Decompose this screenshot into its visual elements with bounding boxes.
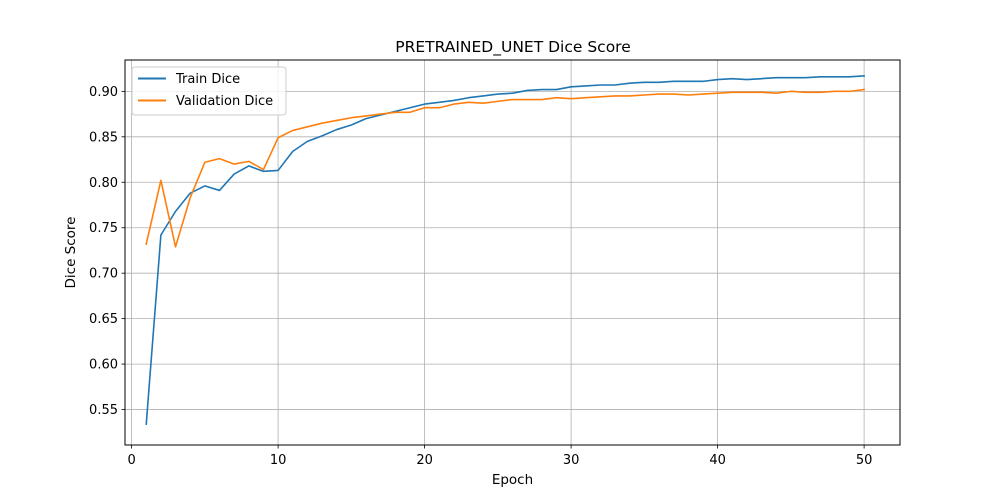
y-tick-label: 0.70 xyxy=(89,267,118,282)
y-tick-label: 0.85 xyxy=(89,130,118,145)
y-tick-label: 0.60 xyxy=(89,358,118,373)
y-tick-label: 0.80 xyxy=(89,176,118,191)
x-axis-ticks: 0 10 20 30 40 50 xyxy=(127,445,872,468)
x-tick-label: 0 xyxy=(127,453,135,468)
x-tick-label: 10 xyxy=(270,453,287,468)
x-tick-label: 20 xyxy=(416,453,433,468)
legend-label-validation: Validation Dice xyxy=(176,94,273,109)
x-tick-label: 40 xyxy=(709,453,726,468)
x-tick-label: 50 xyxy=(856,453,873,468)
legend: Train Dice Validation Dice xyxy=(131,66,287,116)
validation-dice-line xyxy=(145,88,866,248)
x-tick-label: 30 xyxy=(563,453,580,468)
plot-frame xyxy=(124,59,901,446)
grid-lines xyxy=(125,60,900,445)
y-axis-label: Dice Score xyxy=(63,217,79,289)
train-dice-line xyxy=(145,75,865,425)
x-axis-label: Epoch xyxy=(492,472,533,488)
legend-label-train: Train Dice xyxy=(175,72,240,87)
y-axis-ticks: 0.55 0.60 0.65 0.70 0.75 0.80 0.85 0.90 xyxy=(89,85,125,418)
y-tick-label: 0.75 xyxy=(89,221,118,236)
y-tick-label: 0.55 xyxy=(89,403,118,418)
legend-frame xyxy=(131,66,287,116)
y-tick-label: 0.65 xyxy=(89,312,118,327)
chart-title: PRETRAINED_UNET Dice Score xyxy=(395,38,631,57)
y-tick-label: 0.90 xyxy=(89,85,118,100)
data-series xyxy=(145,75,866,425)
